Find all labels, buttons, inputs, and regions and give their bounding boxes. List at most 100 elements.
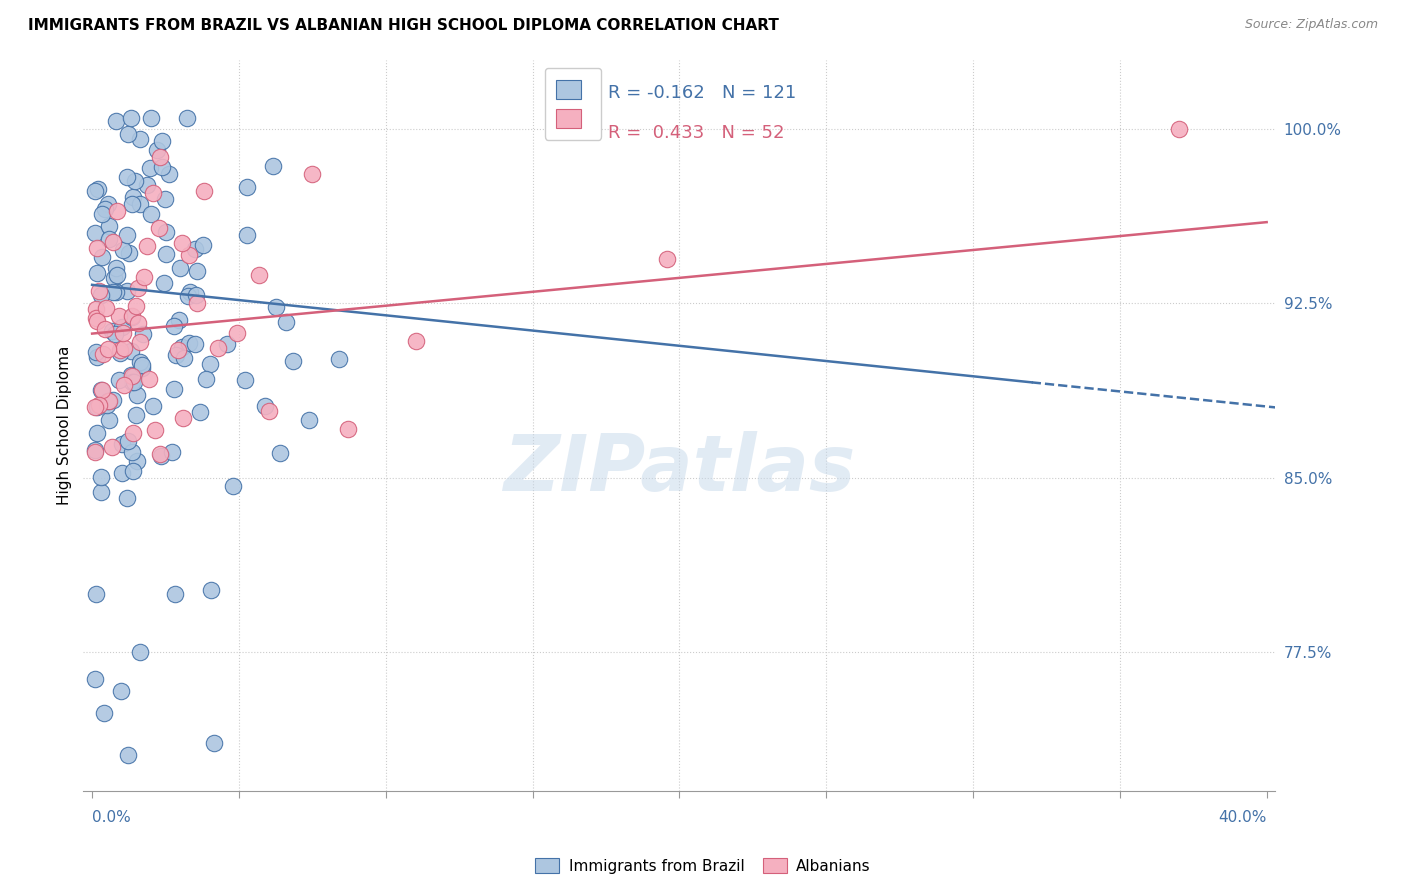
- Text: 0.0%: 0.0%: [93, 810, 131, 824]
- Point: [247, 268, 270, 282]
- Point: [226, 326, 249, 340]
- Point: [150, 449, 173, 463]
- Point: [97, 197, 120, 211]
- Point: [86, 426, 108, 441]
- Point: [155, 225, 177, 239]
- Text: Source: ZipAtlas.com: Source: ZipAtlas.com: [1244, 18, 1378, 31]
- Point: [152, 276, 174, 290]
- Point: [170, 340, 193, 354]
- Legend: , : ,: [544, 68, 602, 140]
- Point: [94, 202, 117, 216]
- Point: [90, 484, 112, 499]
- Point: [188, 405, 211, 419]
- Point: [91, 347, 114, 361]
- Point: [136, 178, 159, 192]
- Point: [97, 394, 120, 409]
- Point: [101, 441, 124, 455]
- Point: [233, 373, 256, 387]
- Text: R = -0.162   N = 121: R = -0.162 N = 121: [607, 84, 796, 102]
- Point: [117, 434, 139, 448]
- Point: [657, 252, 679, 267]
- Point: [262, 159, 284, 173]
- Point: [122, 375, 145, 389]
- Point: [169, 312, 191, 326]
- Point: [93, 322, 115, 336]
- Point: [84, 345, 107, 359]
- Point: [170, 236, 193, 251]
- Point: [121, 375, 143, 389]
- Point: [328, 352, 350, 367]
- Point: [86, 400, 108, 414]
- Point: [193, 237, 215, 252]
- Legend: Immigrants from Brazil, Albanians: Immigrants from Brazil, Albanians: [529, 852, 877, 880]
- Point: [136, 238, 159, 252]
- Point: [94, 301, 117, 315]
- Point: [167, 343, 190, 357]
- Point: [108, 373, 131, 387]
- Point: [146, 143, 169, 157]
- Point: [177, 248, 200, 262]
- Point: [91, 250, 114, 264]
- Point: [90, 207, 112, 221]
- Point: [155, 247, 177, 261]
- Point: [117, 748, 139, 763]
- Point: [257, 404, 280, 418]
- Point: [129, 334, 152, 349]
- Point: [193, 184, 215, 198]
- Point: [121, 369, 143, 384]
- Point: [101, 324, 124, 338]
- Text: IMMIGRANTS FROM BRAZIL VS ALBANIAN HIGH SCHOOL DIPLOMA CORRELATION CHART: IMMIGRANTS FROM BRAZIL VS ALBANIAN HIGH …: [28, 18, 779, 33]
- Point: [207, 341, 229, 355]
- Point: [125, 408, 148, 422]
- Point: [215, 337, 238, 351]
- Point: [84, 400, 107, 414]
- Point: [90, 287, 112, 301]
- Point: [165, 348, 187, 362]
- Point: [98, 394, 121, 409]
- Point: [111, 319, 134, 334]
- Point: [87, 182, 110, 196]
- Point: [98, 219, 121, 233]
- Point: [186, 296, 208, 310]
- Point: [186, 264, 208, 278]
- Point: [104, 285, 127, 299]
- Point: [274, 315, 297, 329]
- Point: [89, 398, 111, 412]
- Point: [129, 196, 152, 211]
- Point: [118, 245, 141, 260]
- Point: [200, 582, 222, 597]
- Point: [143, 424, 166, 438]
- Point: [173, 351, 195, 365]
- Point: [104, 261, 127, 276]
- Point: [115, 284, 138, 298]
- Point: [195, 372, 218, 386]
- Point: [112, 326, 135, 340]
- Point: [84, 672, 107, 686]
- Text: ZIPatlas: ZIPatlas: [503, 431, 855, 508]
- Point: [121, 310, 143, 324]
- Point: [163, 318, 186, 333]
- Point: [131, 358, 153, 372]
- Point: [150, 134, 173, 148]
- Point: [131, 360, 153, 375]
- Point: [84, 445, 107, 459]
- Point: [86, 314, 108, 328]
- Point: [97, 342, 120, 356]
- Point: [122, 369, 145, 384]
- Point: [186, 287, 208, 301]
- Point: [105, 114, 128, 128]
- Point: [124, 174, 146, 188]
- Point: [198, 357, 221, 371]
- Point: [264, 300, 287, 314]
- Point: [122, 464, 145, 478]
- Point: [120, 111, 142, 125]
- Point: [222, 479, 245, 493]
- Point: [98, 232, 121, 246]
- Point: [117, 127, 139, 141]
- Point: [297, 413, 319, 427]
- Point: [121, 190, 143, 204]
- Point: [89, 284, 111, 298]
- Point: [111, 466, 134, 480]
- Point: [84, 443, 107, 458]
- Point: [165, 587, 187, 601]
